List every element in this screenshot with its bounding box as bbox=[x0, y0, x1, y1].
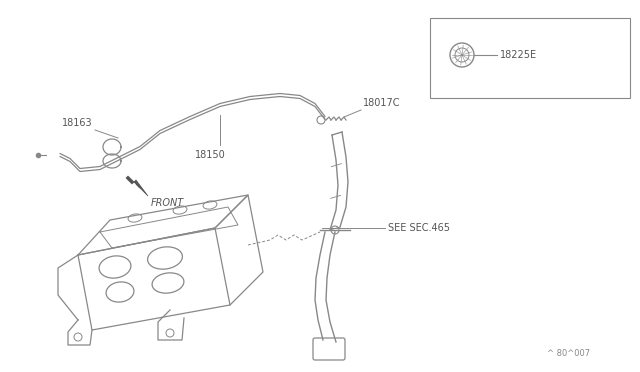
Text: 18163: 18163 bbox=[62, 118, 93, 128]
Text: ^ 80^007: ^ 80^007 bbox=[547, 349, 590, 358]
Text: 18225E: 18225E bbox=[500, 50, 537, 60]
FancyBboxPatch shape bbox=[313, 338, 345, 360]
Text: 18150: 18150 bbox=[195, 150, 225, 160]
Text: 18017C: 18017C bbox=[363, 98, 401, 108]
Text: FRONT: FRONT bbox=[151, 198, 184, 208]
Text: SEE SEC.465: SEE SEC.465 bbox=[388, 223, 450, 233]
Bar bbox=[430, 18, 630, 98]
Polygon shape bbox=[126, 176, 148, 196]
